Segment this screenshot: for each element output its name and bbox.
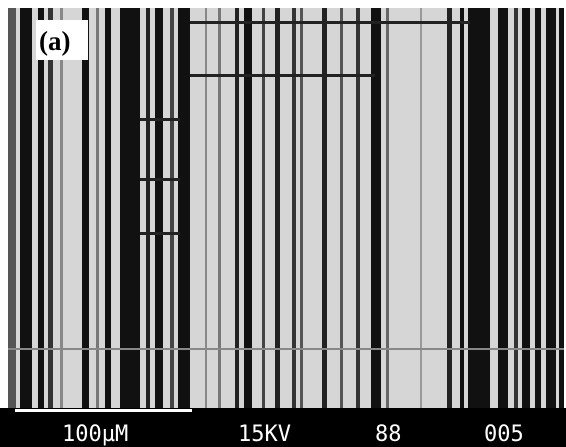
magnification-text: 88 — [375, 422, 402, 447]
voltage-text: 15KV — [238, 422, 291, 447]
panel-label: (a) — [39, 26, 70, 56]
label-box — [36, 20, 88, 60]
stripes — [8, 8, 564, 410]
scale-text: 100µM — [62, 422, 128, 447]
scale-bar — [15, 409, 192, 412]
horizontal-lines — [8, 21, 564, 350]
info-bar — [0, 408, 566, 447]
image-number-text: 005 — [484, 422, 524, 447]
